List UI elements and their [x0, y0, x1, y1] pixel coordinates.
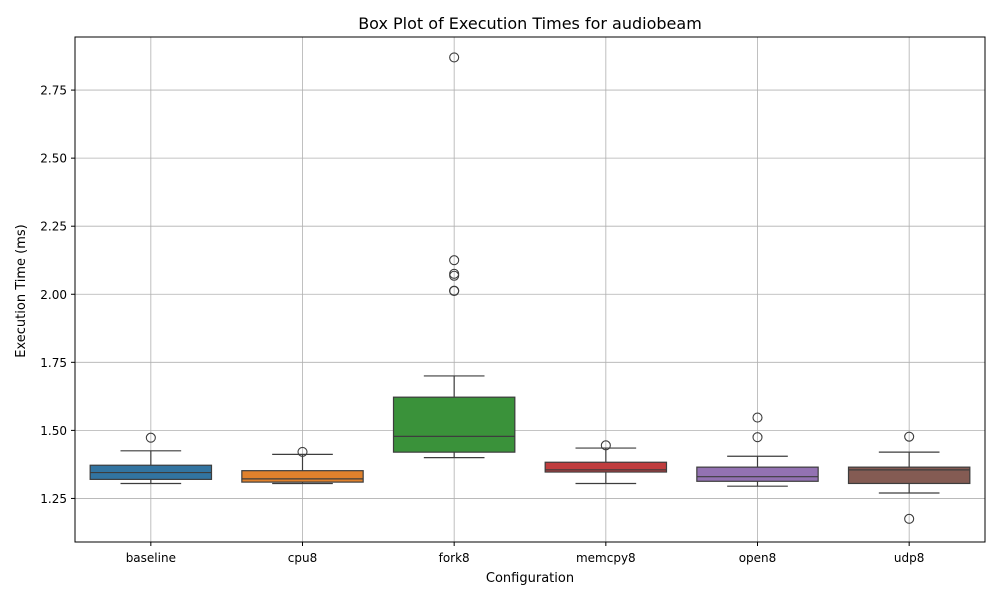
y-tick-label: 2.50 [40, 152, 67, 166]
outlier-point [904, 513, 915, 524]
y-tick-label: 1.25 [40, 492, 67, 506]
outlier-point [449, 52, 460, 63]
iqr-box [544, 461, 668, 473]
x-axis-label: Configuration [486, 571, 574, 586]
outlier-point [145, 432, 156, 443]
x-tick-label: udp8 [894, 551, 924, 565]
iqr-box [241, 470, 364, 483]
y-tick-label: 2.75 [40, 84, 67, 98]
tick-layer: 1.25 1.50 1.75 2.00 2.25 2.50 2.75 baseline cpu8… [40, 84, 924, 565]
box-group-fork8 [392, 52, 516, 459]
plot-area-frame [74, 36, 986, 543]
y-tick-label: 1.75 [40, 356, 67, 370]
outlier-point [449, 255, 460, 266]
outlier-point [449, 285, 460, 296]
x-tick-label: open8 [739, 551, 777, 565]
y-axis-label: Execution Time (ms) [14, 224, 29, 357]
x-tick-label: baseline [126, 551, 176, 565]
x-tick-label: memcpy8 [576, 551, 636, 565]
box-group-open8 [696, 412, 819, 487]
x-tick-label: fork8 [439, 551, 470, 565]
outlier-point [449, 268, 460, 279]
chart-title: Box Plot of Execution Times for audiobea… [358, 14, 702, 33]
outlier-point [904, 431, 915, 442]
outlier-point [297, 446, 308, 457]
iqr-box [696, 466, 819, 482]
outlier-point [752, 432, 763, 443]
box-group-baseline [89, 432, 213, 485]
box-layer [89, 52, 971, 524]
y-tick-label: 2.00 [40, 288, 67, 302]
iqr-box [847, 466, 971, 485]
iqr-box [392, 396, 516, 453]
box-group-memcpy8 [544, 440, 668, 485]
box-group-cpu8 [241, 446, 364, 485]
x-tick-label: cpu8 [288, 551, 317, 565]
y-tick-label: 2.25 [40, 220, 67, 234]
outlier-point [752, 412, 763, 423]
outlier-point [600, 440, 611, 451]
box-group-udp8 [847, 431, 971, 524]
y-tick-label: 1.50 [40, 424, 67, 438]
